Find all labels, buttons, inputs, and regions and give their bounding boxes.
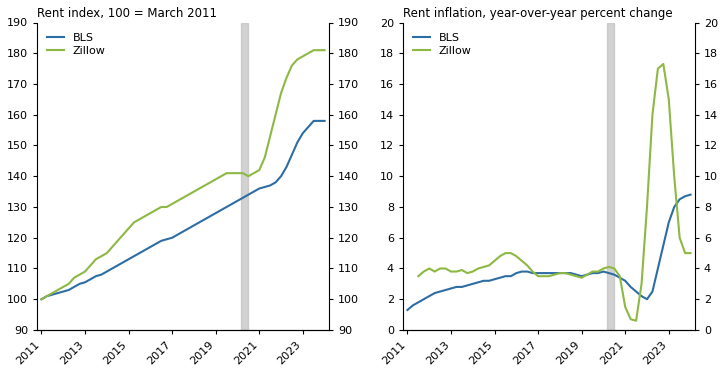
Zillow [255,168,264,172]
Zillow [610,266,618,271]
BLS [320,119,329,123]
BLS [255,186,264,191]
BLS [200,217,209,222]
Zillow [496,254,505,258]
BLS [310,119,318,123]
Zillow [631,319,640,323]
Legend: BLS, Zillow: BLS, Zillow [43,28,110,60]
Zillow [474,266,483,271]
Zillow [288,63,297,68]
BLS [288,153,297,157]
Text: Rent inflation, year-over-year percent change: Rent inflation, year-over-year percent c… [403,7,673,20]
BLS [653,266,662,271]
Zillow [414,274,423,278]
Line: BLS: BLS [41,121,325,299]
BLS [583,272,592,277]
BLS [217,208,225,212]
BLS [37,297,46,301]
Zillow [594,269,602,274]
Zillow [200,183,209,188]
Line: Zillow: Zillow [41,50,325,299]
Zillow [37,297,46,301]
BLS [113,263,122,268]
BLS [403,308,412,312]
Zillow [217,174,225,178]
Text: Rent index, 100 = March 2011: Rent index, 100 = March 2011 [37,7,217,20]
Zillow [113,239,122,243]
Line: BLS: BLS [407,195,690,310]
BLS [566,271,575,275]
Legend: BLS, Zillow: BLS, Zillow [409,28,476,60]
BLS [479,279,488,283]
BLS [572,272,581,277]
Line: Zillow: Zillow [418,64,690,321]
BLS [621,279,629,283]
BLS [686,192,695,197]
Bar [241,22,249,330]
Zillow [206,180,215,185]
Zillow [686,251,695,256]
Zillow [501,251,510,256]
Zillow [320,48,329,53]
Bar [607,22,614,330]
BLS [206,214,215,219]
Zillow [659,62,668,66]
Zillow [310,48,318,53]
Zillow [681,251,689,256]
